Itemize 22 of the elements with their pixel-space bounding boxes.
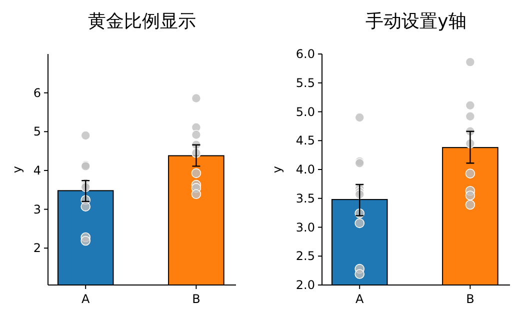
y-tick-label: 2.5	[296, 249, 315, 264]
chart-title: 手动设置y轴	[366, 11, 466, 32]
y-tick-label: 4.0	[296, 162, 315, 176]
y-tick-label: 3	[33, 202, 41, 216]
x-tick-label: A	[355, 292, 364, 306]
y-tick-label: 3.5	[296, 191, 315, 206]
y-axis-title: y	[270, 166, 284, 174]
y-axis-title: y	[10, 166, 24, 174]
y-tick-label: 6.0	[296, 47, 315, 61]
y-tick-label: 5	[33, 124, 41, 139]
x-tick-label: B	[192, 292, 200, 306]
y-tick-label: 2.0	[296, 278, 315, 292]
y-tick-label: 6	[33, 86, 41, 100]
chart-title: 黄金比例显示	[88, 11, 196, 32]
y-tick-label: 2	[33, 241, 41, 256]
y-tick-label: 5.5	[296, 76, 315, 90]
x-tick-label: B	[466, 292, 474, 306]
y-tick-label: 4.5	[296, 134, 315, 148]
y-tick-label: 4	[33, 163, 41, 178]
y-tick-label: 5.0	[296, 104, 315, 119]
x-tick-label: A	[81, 292, 90, 306]
y-tick-label: 3.0	[296, 220, 315, 234]
